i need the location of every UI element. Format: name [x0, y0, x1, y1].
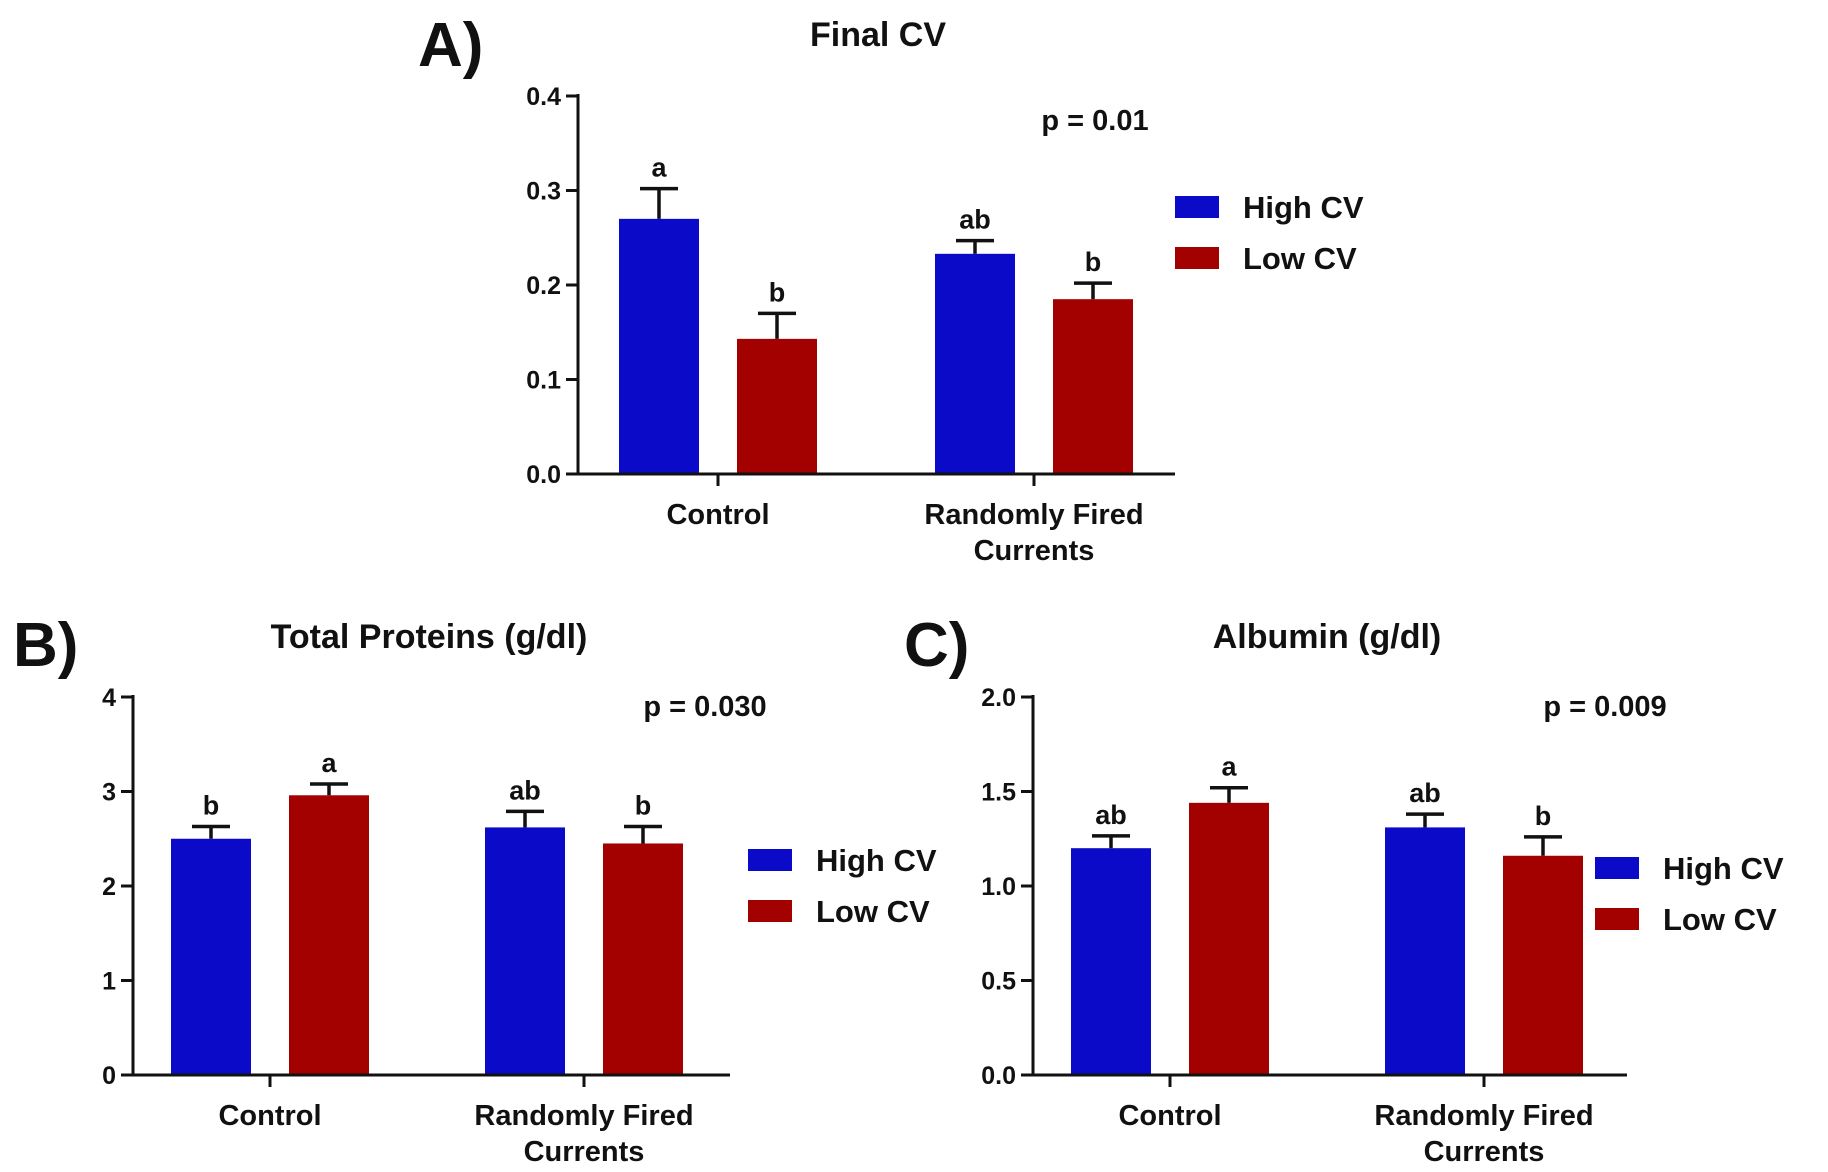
legend-swatch — [1595, 908, 1639, 930]
y-tick-label: 0.0 — [981, 1062, 1016, 1090]
bar-low-cv-2 — [1053, 299, 1133, 474]
legend-label: Low CV — [816, 894, 930, 929]
y-tick-label: 3 — [102, 779, 116, 807]
significance-letter: b — [635, 790, 652, 820]
x-category-label: Randomly Fired — [924, 499, 1143, 531]
x-category-label: Control — [218, 1100, 321, 1132]
p-value-annotation: p = 0.009 — [1543, 691, 1666, 723]
y-tick-label: 1.0 — [981, 873, 1016, 901]
y-tick-label: 0 — [102, 1062, 116, 1090]
bar-low-cv-2 — [603, 843, 683, 1075]
panel-letter: C) — [904, 611, 969, 680]
chart-title: Albumin (g/dl) — [1213, 618, 1442, 656]
significance-letter: ab — [1095, 800, 1127, 830]
bar-low-cv-1 — [1189, 802, 1269, 1075]
legend-label: High CV — [1663, 851, 1784, 886]
significance-letter: a — [1221, 752, 1237, 782]
p-value-annotation: p = 0.01 — [1041, 105, 1148, 137]
y-tick-label: 0.1 — [526, 367, 561, 395]
y-tick-label: 2 — [102, 873, 116, 901]
chart-title: Final CV — [810, 16, 946, 54]
y-tick-label: 0.4 — [526, 83, 561, 111]
y-tick-label: 1 — [102, 968, 116, 996]
legend-swatch — [1175, 196, 1219, 218]
significance-letter: ab — [509, 775, 541, 805]
bar-high-cv-1 — [619, 218, 699, 474]
y-tick-label: 2.0 — [981, 684, 1016, 712]
y-tick-label: 0.2 — [526, 272, 561, 300]
y-tick-label: 4 — [102, 684, 116, 712]
significance-letter: a — [651, 153, 667, 183]
legend: High CV Low CV — [748, 843, 937, 929]
significance-letter: ab — [959, 205, 991, 235]
x-category-label: Control — [1118, 1100, 1221, 1132]
chart-panel-2: B) Total Proteins (g/dl)babab01234Control… — [13, 611, 937, 1168]
chart-panel-1: A) Final CV a ab b b 0.0 0.1 0.2 0.3 0.4 Control Ran… — [418, 11, 1364, 567]
legend-swatch — [748, 900, 792, 922]
legend-label: High CV — [816, 843, 937, 878]
significance-letter: b — [1535, 801, 1552, 831]
bar-high-cv-2 — [1385, 827, 1465, 1075]
bar-high-cv-2 — [485, 827, 565, 1075]
x-category-label: Randomly Fired — [1374, 1100, 1593, 1132]
x-category-label: Currents — [974, 535, 1095, 567]
significance-letter: b — [769, 277, 786, 307]
bar-high-cv-2 — [935, 253, 1015, 474]
x-category-label: Control — [666, 499, 769, 531]
bar-low-cv-1 — [289, 795, 369, 1075]
legend-label: Low CV — [1663, 902, 1777, 937]
x-category-label: Randomly Fired — [474, 1100, 693, 1132]
panel-letter: B) — [13, 611, 78, 680]
y-tick-label: 0.3 — [526, 178, 561, 206]
x-category-label: Currents — [1424, 1136, 1545, 1168]
bar-low-cv-2 — [1503, 855, 1583, 1075]
y-tick-label: 1.5 — [981, 779, 1016, 807]
p-value-annotation: p = 0.030 — [643, 691, 766, 723]
legend-label: High CV — [1243, 190, 1364, 225]
bar-high-cv-1 — [1071, 848, 1151, 1075]
significance-letter: ab — [1409, 778, 1441, 808]
x-category-label: Currents — [524, 1136, 645, 1168]
panel-letter: A) — [418, 11, 483, 80]
significance-letter: b — [1085, 247, 1102, 277]
legend-swatch — [748, 849, 792, 871]
y-tick-label: 0.0 — [526, 461, 561, 489]
legend-swatch — [1595, 857, 1639, 879]
legend: High CV Low CV — [1175, 190, 1364, 276]
chart-title: Total Proteins (g/dl) — [271, 618, 588, 656]
bar-low-cv-1 — [737, 338, 817, 474]
legend-swatch — [1175, 247, 1219, 269]
legend-label: Low CV — [1243, 241, 1357, 276]
chart-panel-3: C) Albumin (g/dl)ababab0.00.51.01.52.0Con… — [904, 611, 1784, 1168]
significance-letter: b — [203, 790, 220, 820]
y-tick-label: 0.5 — [981, 968, 1016, 996]
significance-letter: a — [321, 748, 337, 778]
bar-high-cv-1 — [171, 838, 251, 1075]
legend: High CV Low CV — [1595, 851, 1784, 937]
